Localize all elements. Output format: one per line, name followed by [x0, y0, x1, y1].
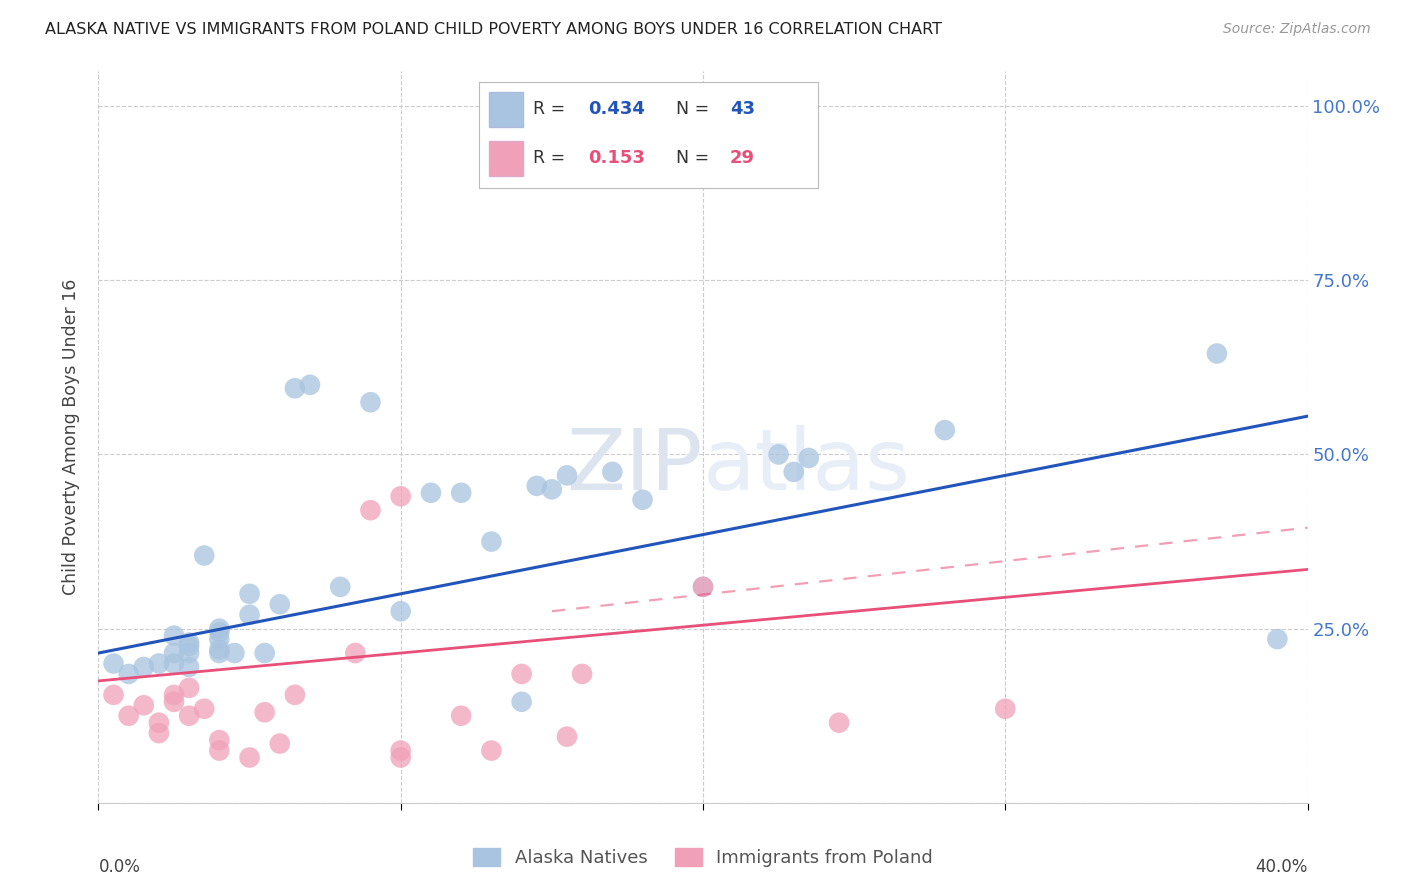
- Point: [208, 642, 231, 657]
- Point: [555, 730, 578, 744]
- Text: ALASKA NATIVE VS IMMIGRANTS FROM POLAND CHILD POVERTY AMONG BOYS UNDER 16 CORREL: ALASKA NATIVE VS IMMIGRANTS FROM POLAND …: [45, 22, 942, 37]
- Point: [239, 607, 262, 622]
- Point: [329, 580, 352, 594]
- Point: [450, 708, 472, 723]
- Point: [510, 667, 533, 681]
- Point: [934, 423, 956, 437]
- Point: [163, 695, 186, 709]
- Point: [163, 688, 186, 702]
- Y-axis label: Child Poverty Among Boys Under 16: Child Poverty Among Boys Under 16: [62, 279, 80, 595]
- Point: [389, 604, 412, 618]
- Text: 40.0%: 40.0%: [1256, 858, 1308, 876]
- Point: [631, 492, 654, 507]
- Point: [540, 483, 562, 497]
- Point: [360, 503, 382, 517]
- Point: [179, 681, 201, 695]
- Point: [208, 622, 231, 636]
- Point: [768, 448, 790, 462]
- Point: [602, 465, 624, 479]
- Text: 0.0%: 0.0%: [98, 858, 141, 876]
- Point: [193, 549, 215, 563]
- Point: [118, 667, 141, 681]
- Point: [132, 660, 155, 674]
- Point: [239, 750, 262, 764]
- Point: [208, 733, 231, 747]
- Point: [253, 705, 276, 719]
- Point: [208, 743, 231, 757]
- Point: [179, 708, 201, 723]
- Point: [481, 534, 503, 549]
- Point: [783, 465, 806, 479]
- Point: [284, 688, 307, 702]
- Point: [179, 660, 201, 674]
- Point: [555, 468, 578, 483]
- Point: [208, 625, 231, 640]
- Legend: Alaska Natives, Immigrants from Poland: Alaska Natives, Immigrants from Poland: [465, 841, 941, 874]
- Point: [208, 632, 231, 646]
- Point: [148, 726, 170, 740]
- Point: [224, 646, 246, 660]
- Point: [360, 395, 382, 409]
- Point: [269, 737, 291, 751]
- Point: [132, 698, 155, 713]
- Point: [179, 639, 201, 653]
- Point: [450, 485, 472, 500]
- Point: [510, 695, 533, 709]
- Point: [389, 743, 412, 757]
- Point: [692, 580, 714, 594]
- Point: [163, 646, 186, 660]
- Point: [208, 646, 231, 660]
- Point: [118, 708, 141, 723]
- Point: [179, 646, 201, 660]
- Point: [389, 489, 412, 503]
- Point: [179, 635, 201, 649]
- Text: Source: ZipAtlas.com: Source: ZipAtlas.com: [1223, 22, 1371, 37]
- Point: [692, 580, 714, 594]
- Point: [344, 646, 367, 660]
- Point: [526, 479, 548, 493]
- Point: [299, 377, 322, 392]
- Point: [284, 381, 307, 395]
- Point: [1267, 632, 1289, 646]
- Point: [828, 715, 851, 730]
- Point: [148, 657, 170, 671]
- Point: [163, 657, 186, 671]
- Point: [571, 667, 593, 681]
- Text: atlas: atlas: [703, 425, 911, 508]
- Point: [994, 702, 1017, 716]
- Point: [148, 715, 170, 730]
- Point: [389, 750, 412, 764]
- Point: [193, 702, 215, 716]
- Point: [253, 646, 276, 660]
- Point: [797, 450, 820, 465]
- Point: [1206, 346, 1229, 360]
- Point: [269, 597, 291, 611]
- Point: [163, 629, 186, 643]
- Point: [420, 485, 443, 500]
- Point: [103, 657, 125, 671]
- Point: [103, 688, 125, 702]
- Text: ZIP: ZIP: [567, 425, 703, 508]
- Point: [239, 587, 262, 601]
- Point: [481, 743, 503, 757]
